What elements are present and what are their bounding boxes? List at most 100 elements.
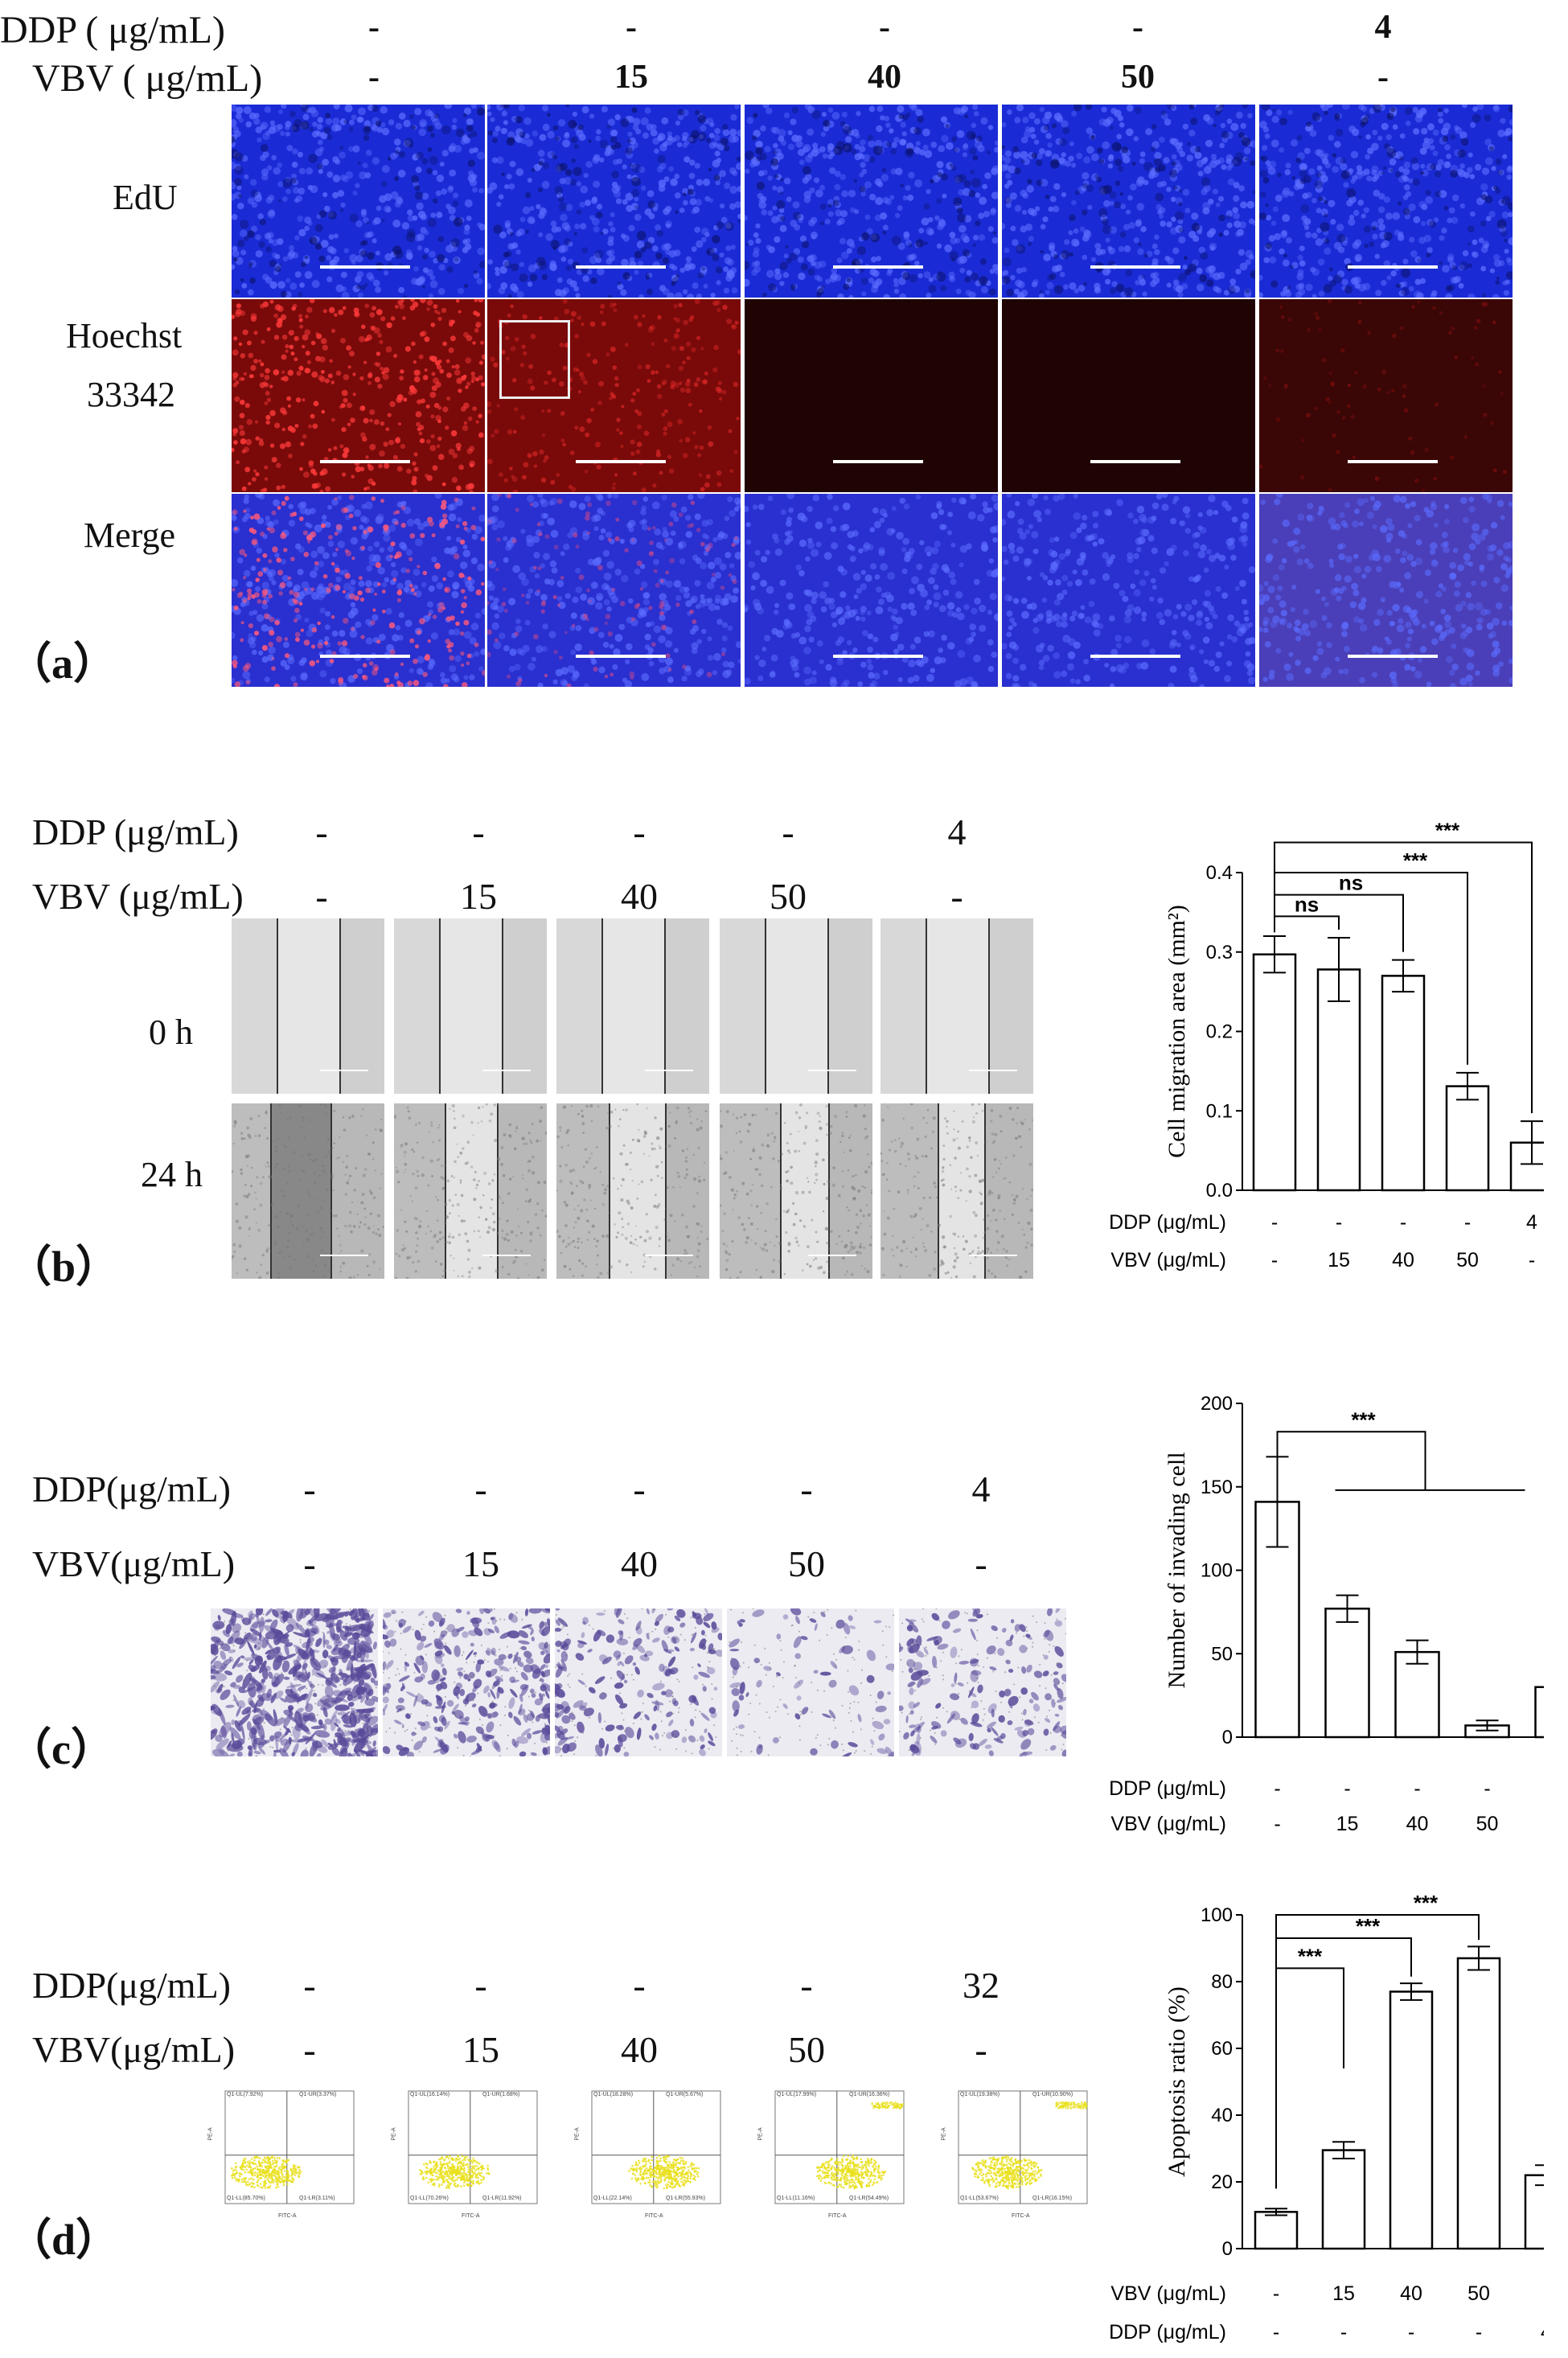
- y-tick-label: 0.2: [1206, 1021, 1233, 1043]
- b-vbv-value-4: 50: [770, 876, 807, 917]
- quadrant-ll-label: Q1-LL(11.16%): [777, 2196, 815, 2201]
- quadrant-ll-label: Q1-LL(53.67%): [960, 2196, 999, 2201]
- scale-bar: [645, 1255, 693, 1256]
- c-vbv-value-5: -: [975, 1543, 987, 1584]
- y-axis-label: Cell migration area (mm²): [1164, 905, 1190, 1158]
- b-ddp-value-5: 4: [947, 811, 967, 852]
- a-micrograph-r3-c5: [1259, 494, 1513, 687]
- bar-5: [1534, 1686, 1544, 1739]
- x-row-label: VBV (μg/mL): [1110, 1249, 1226, 1271]
- quadrant-ll-label: Q1-LL(70.26%): [410, 2196, 449, 2201]
- x-row-value: 50: [1467, 2282, 1490, 2305]
- b-vbv-value-2: 15: [460, 876, 497, 917]
- quadrant-lr-label: Q1-LR(16.15%): [1032, 2196, 1073, 2201]
- a-micrograph-r2-c3: [745, 299, 998, 492]
- quadrant-lr-label: Q1-LR(11.92%): [482, 2196, 522, 2201]
- a-ddp-value-3: -: [879, 9, 890, 46]
- a-row-edu: EdU: [113, 178, 178, 217]
- flow-x-axis-label: FITC-A: [645, 2213, 663, 2219]
- d-ddp-value-4: -: [800, 1965, 813, 2006]
- c-ddp-value-4: -: [800, 1469, 813, 1510]
- scale-bar: [576, 460, 666, 463]
- x-row-value: 15: [1332, 2282, 1355, 2305]
- quadrant-ur-label: Q1-UR(16.36%): [849, 2092, 890, 2097]
- a-micrograph-r2-c5: [1259, 299, 1513, 492]
- d-ddp-value-3: -: [633, 1965, 646, 2006]
- flow-plot-5: Q1-UL(19.38%) Q1-UR(10.90%) Q1-LL(53.67%) Q…: [934, 2083, 1095, 2228]
- x-row-value: -: [1543, 2282, 1544, 2305]
- a-micrograph-r2-c4: [1002, 299, 1255, 492]
- panel-d-label: （d）: [8, 2216, 120, 2264]
- a-row-hoechst: Hoechst: [66, 316, 183, 355]
- y-tick-label: 80: [1211, 1971, 1233, 1993]
- b-wound-r1-c2: [394, 918, 547, 1094]
- c-ddp-value-5: 4: [971, 1469, 991, 1510]
- scale-bar: [833, 265, 923, 269]
- b-vbv-value-3: 40: [621, 876, 658, 917]
- x-row-value: -: [1336, 1211, 1342, 1234]
- y-tick-label: 0.3: [1206, 942, 1233, 963]
- flow-y-axis-label: PE-A: [941, 2127, 947, 2141]
- c-transwell-2: [383, 1608, 550, 1756]
- migration-area-chart: 0.0 0.1 0.2 0.3 0.4 Cell migration area (mm²)…: [1109, 820, 1544, 1271]
- scale-bar: [645, 1070, 693, 1071]
- flow-y-axis-label: PE-A: [574, 2127, 581, 2141]
- bar-2: [1321, 2149, 1366, 2250]
- c-transwell-5: [899, 1608, 1066, 1756]
- d-vbv-value-3: 40: [621, 2029, 658, 2070]
- scale-bar: [320, 460, 410, 463]
- panel-a-label: （a）: [8, 639, 117, 688]
- flow-plot-2: Q1-UL(16.14%) Q1-UR(1.68%) Q1-LL(70.26%) Q1…: [384, 2083, 545, 2228]
- x-row-value: 15: [1336, 1813, 1359, 1835]
- significance-label: ***: [1414, 1891, 1439, 1915]
- x-row-value: -: [1464, 1211, 1471, 1234]
- b-ddp-label: DDP (μg/mL): [32, 811, 239, 852]
- x-row-value: -: [1274, 1777, 1280, 1800]
- bar-3: [1394, 1650, 1440, 1739]
- quadrant-ll-label: Q1-LL(22.14%): [593, 2196, 632, 2201]
- a-micrograph-r3-c2: [487, 494, 741, 687]
- flow-x-axis-label: FITC-A: [828, 2213, 847, 2219]
- b-wound-r1-c3: [556, 918, 709, 1094]
- flow-x-axis-label: FITC-A: [278, 2213, 297, 2219]
- significance-label: ns: [1295, 892, 1319, 916]
- quadrant-ur-label: Q1-UR(3.37%): [299, 2092, 337, 2097]
- b-vbv-value-5: -: [950, 876, 963, 917]
- c-ddp-label: DDP(μg/mL): [32, 1469, 231, 1510]
- scale-bar: [969, 1070, 1017, 1071]
- d-vbv-value-5: -: [975, 2029, 987, 2070]
- b-vbv-label: VBV (μg/mL): [32, 876, 244, 917]
- significance-bracket: [1274, 841, 1533, 1114]
- x-row-value: 4: [1541, 2321, 1544, 2344]
- d-vbv-value-4: 50: [788, 2029, 825, 2070]
- c-vbv-value-4: 50: [788, 1543, 825, 1584]
- d-ddp-value-5: 32: [963, 1965, 999, 2006]
- x-row-value: 40: [1406, 1813, 1429, 1835]
- bar-5: [1509, 1141, 1544, 1192]
- a-micrograph-r1-c1: [232, 105, 485, 298]
- x-row-label: VBV (μg/mL): [1110, 1813, 1226, 1835]
- a-ddp-value-2: -: [626, 9, 637, 46]
- x-row-label: DDP (μg/mL): [1109, 1211, 1226, 1234]
- flow-y-axis-label: PE-A: [207, 2127, 214, 2141]
- b-wound-r1-c5: [880, 918, 1033, 1094]
- a-micrograph-r1-c5: [1259, 105, 1513, 298]
- b-wound-r2-c1: [232, 1103, 384, 1279]
- a-row-hoechst-num: 33342: [87, 375, 175, 414]
- a-vbv-value-4: 50: [1121, 59, 1155, 96]
- bar-3: [1389, 1990, 1434, 2250]
- scale-bar: [576, 265, 666, 269]
- quadrant-ul-label: Q1-UL(19.38%): [960, 2092, 1000, 2097]
- quadrant-lr-label: Q1-LR(55.93%): [666, 2196, 706, 2201]
- scale-bar: [1090, 265, 1180, 269]
- quadrant-ur-label: Q1-UR(10.90%): [1032, 2092, 1073, 2097]
- zoom-box: [499, 320, 570, 399]
- scale-bar: [320, 655, 410, 658]
- significance-label: ***: [1403, 848, 1428, 873]
- bar-2: [1324, 1607, 1370, 1739]
- scale-bar: [576, 655, 666, 658]
- x-row-value: -: [1408, 2321, 1414, 2344]
- invading-cell-chart: 0 50 100 150 200 Number of invading cell DDP (…: [1109, 1393, 1544, 1835]
- c-vbv-value-3: 40: [621, 1543, 658, 1584]
- a-vbv-value-2: 15: [614, 59, 648, 96]
